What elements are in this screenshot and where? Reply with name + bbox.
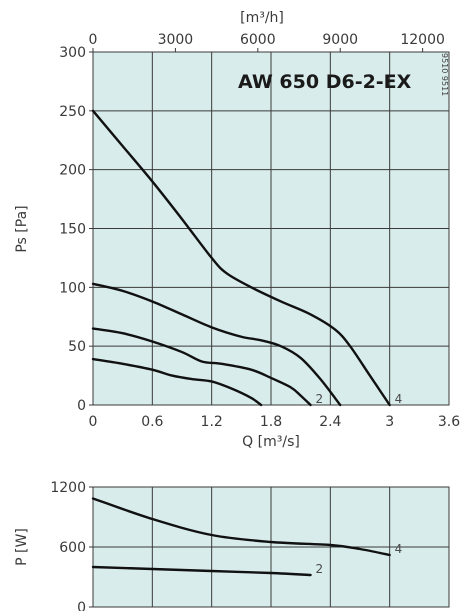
fan-curve-series (91, 357, 263, 407)
fan-curve-series (91, 282, 342, 407)
curve-label: 2 (316, 562, 324, 576)
y-tick-label: 100 (59, 280, 86, 296)
x-tick-label: 0.6 (141, 414, 163, 430)
top-x-tick-label: 12000 (400, 32, 445, 48)
top-x-tick-label: 9000 (322, 32, 358, 48)
y-tick-label: 150 (59, 222, 86, 238)
model-title: AW 650 D6-2-EX (238, 71, 412, 93)
y-tick-label: 50 (68, 339, 86, 355)
x-tick-label: 2.4 (319, 414, 341, 430)
y-tick-label: 0 (77, 600, 86, 611)
curve-label: 2 (316, 392, 324, 406)
y-tick-label: 300 (59, 45, 86, 61)
flow-axis-label: Q [m³/s] (242, 434, 300, 450)
document-code: 9510 9511 (440, 53, 449, 96)
fan-curve-series (91, 565, 312, 577)
y-tick-label: 1200 (50, 480, 86, 496)
x-tick-label: 1.2 (201, 414, 223, 430)
top-axis-unit-label: [m³/h] (240, 10, 284, 26)
y-tick-label: 200 (59, 163, 86, 179)
fan-curve-series (91, 109, 391, 407)
power-tick-labels: 0 600 1200 (50, 480, 86, 611)
fan-curve-series (91, 497, 391, 557)
y-tick-label: 250 (59, 104, 86, 120)
top-x-tick-label: 0 (89, 32, 98, 48)
y-tick-label: 600 (59, 540, 86, 556)
power-axis-label: P [W] (14, 528, 30, 566)
y-tick-label: 0 (77, 398, 86, 414)
pressure-grid (89, 48, 450, 406)
power-grid (89, 486, 450, 608)
curve-label: 4 (395, 392, 403, 406)
x-tick-label: 0 (89, 414, 98, 430)
top-x-tick-label: 6000 (240, 32, 276, 48)
x-tick-label: 3.6 (438, 414, 460, 430)
static-pressure-axis-label: Ps [Pa] (14, 205, 30, 252)
curve-label: 4 (395, 542, 403, 556)
fan-curve-series (91, 327, 312, 407)
x-tick-label: 1.8 (260, 414, 282, 430)
pressure-curves: 42 (91, 109, 403, 407)
power-curves: 42 (91, 497, 403, 577)
top-x-tick-label: 3000 (158, 32, 194, 48)
x-tick-label: 3 (385, 414, 394, 430)
